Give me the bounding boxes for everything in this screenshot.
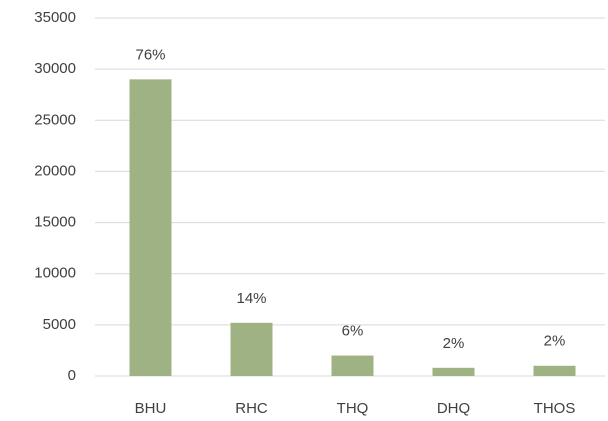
y-tick-label: 20000 [34,162,76,179]
bar [129,79,172,376]
y-tick-label: 15000 [34,214,76,231]
bar [331,355,374,376]
y-tick-label: 5000 [43,316,76,333]
bar [432,367,475,376]
data-label: 76% [135,46,165,63]
data-label: 14% [236,290,266,307]
data-label: 2% [443,335,465,352]
y-tick-label: 35000 [34,9,76,26]
bar [230,322,273,376]
x-tick-label: BHU [135,400,167,417]
x-tick-label: THOS [534,400,576,417]
x-tick-label: RHC [235,400,268,417]
y-tick-label: 10000 [34,265,76,282]
data-label: 2% [544,333,566,350]
y-tick-label: 0 [68,367,76,384]
x-tick-label: DHQ [437,400,470,417]
bar [533,365,576,376]
y-tick-label: 30000 [34,60,76,77]
y-tick-label: 25000 [34,111,76,128]
x-tick-label: THQ [337,400,369,417]
data-label: 6% [342,323,364,340]
